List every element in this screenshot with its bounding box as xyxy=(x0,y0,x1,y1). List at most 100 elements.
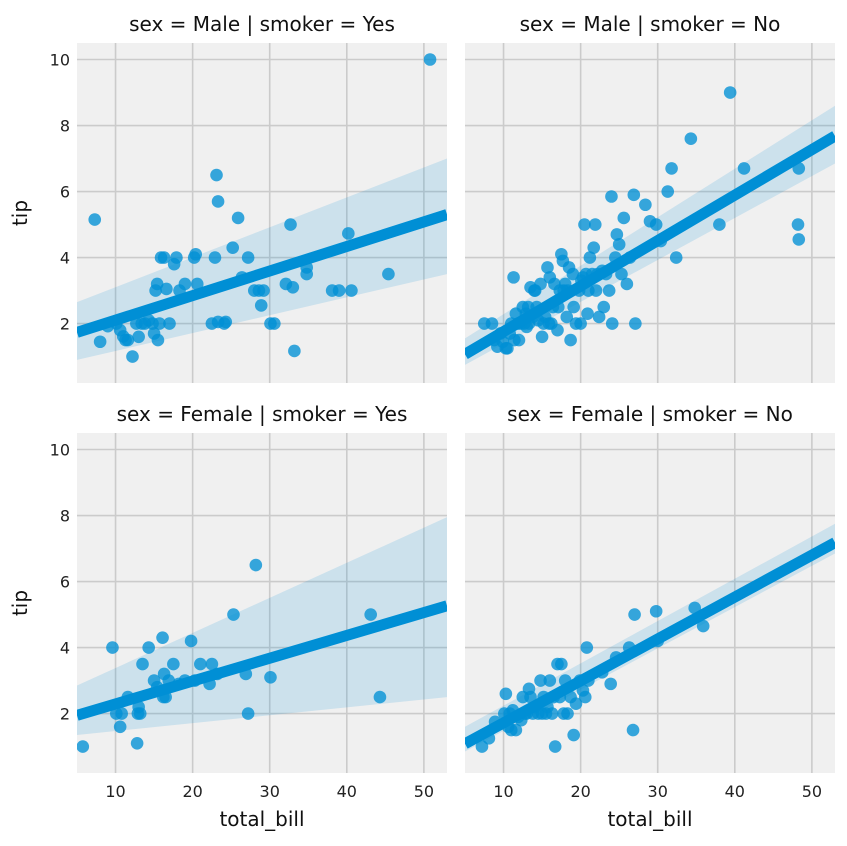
x-tick-label: 50 xyxy=(802,782,822,801)
data-point xyxy=(241,707,255,720)
data-point xyxy=(184,634,198,648)
data-point xyxy=(93,335,107,349)
confidence-band xyxy=(77,158,447,360)
data-point xyxy=(578,218,591,231)
data-point xyxy=(121,333,135,347)
data-point xyxy=(684,132,698,146)
data-point xyxy=(364,608,377,621)
data-point xyxy=(249,558,263,572)
data-point xyxy=(567,300,580,314)
y-tick-label: 6 xyxy=(60,573,70,592)
x-tick-label: 10 xyxy=(105,782,125,801)
data-point xyxy=(583,251,597,264)
data-point xyxy=(597,300,611,314)
data-point xyxy=(509,723,523,737)
data-point xyxy=(151,333,165,347)
data-point xyxy=(132,330,145,344)
data-point xyxy=(592,310,606,324)
facet-title: sex = Female | smoker = No xyxy=(507,402,793,426)
x-tick-label: 30 xyxy=(260,782,280,801)
data-point xyxy=(543,674,557,687)
y-tick-label: 4 xyxy=(60,249,70,268)
data-point xyxy=(382,267,395,281)
data-point xyxy=(115,707,129,720)
data-point xyxy=(534,674,547,687)
data-point xyxy=(133,707,147,720)
facet-panel-3: sex = Female | smoker = No 10 20 30 40 50 tota… xyxy=(465,402,835,831)
data-point xyxy=(178,277,192,291)
data-point xyxy=(268,317,281,330)
data-point xyxy=(189,247,203,261)
data-point xyxy=(167,657,180,671)
data-point xyxy=(548,740,562,753)
data-point xyxy=(661,185,675,198)
y-tick-label: 2 xyxy=(60,705,70,724)
facet-panel-2: sex = Female | smoker = Yes 2 4 6 8 10 10 20 30 4… xyxy=(8,402,447,831)
data-point xyxy=(512,333,526,347)
data-point xyxy=(257,284,270,297)
data-point xyxy=(77,740,90,753)
data-point xyxy=(286,280,300,294)
x-tick-label: 50 xyxy=(414,782,434,801)
regression-line xyxy=(465,537,835,749)
data-point xyxy=(580,641,594,654)
data-point xyxy=(211,195,225,208)
data-point xyxy=(617,211,631,225)
data-point xyxy=(587,241,601,254)
data-point xyxy=(219,315,233,329)
plot-area xyxy=(465,86,835,365)
data-point xyxy=(665,162,678,175)
facet-panel-1: sex = Male | smoker = No xyxy=(465,12,835,383)
x-axis-label: total_bill xyxy=(607,807,692,831)
data-point xyxy=(126,350,139,363)
data-point xyxy=(170,251,183,264)
x-tick-label: 40 xyxy=(337,782,357,801)
data-point xyxy=(589,284,603,297)
data-point xyxy=(723,86,737,99)
regression-line xyxy=(77,600,447,721)
data-point xyxy=(264,670,277,684)
data-point xyxy=(791,218,805,231)
data-point xyxy=(574,317,587,330)
y-axis-label: tip xyxy=(8,200,32,226)
data-point xyxy=(208,251,222,264)
plot-area xyxy=(465,523,835,753)
data-point xyxy=(113,720,127,734)
data-point xyxy=(284,218,297,231)
data-point xyxy=(423,53,437,66)
data-point xyxy=(626,723,640,737)
x-tick-label: 30 xyxy=(648,782,668,801)
x-tick-label: 20 xyxy=(570,782,590,801)
data-point xyxy=(156,631,169,644)
data-point xyxy=(535,330,549,344)
data-point xyxy=(475,740,489,753)
data-point xyxy=(564,333,577,347)
data-point xyxy=(157,251,171,264)
data-point xyxy=(566,267,580,281)
data-point xyxy=(254,299,268,312)
data-point xyxy=(581,307,594,320)
data-point xyxy=(345,284,358,297)
facet-panel-0: sex = Male | smoker = Yes 2 4 6 8 10 tip xyxy=(8,12,447,383)
data-point xyxy=(153,317,166,330)
y-tick-label: 10 xyxy=(50,51,70,70)
y-tick-label: 8 xyxy=(60,507,70,526)
data-point xyxy=(163,317,176,330)
facet-title: sex = Male | smoker = No xyxy=(520,12,781,36)
data-point xyxy=(649,218,663,231)
facet-title: sex = Male | smoker = Yes xyxy=(129,12,395,36)
data-point xyxy=(639,198,652,212)
data-point xyxy=(373,690,387,704)
data-point xyxy=(588,218,602,231)
data-point xyxy=(627,188,641,202)
x-tick-label: 20 xyxy=(182,782,202,801)
regression-line xyxy=(77,209,447,338)
data-point xyxy=(231,211,245,225)
data-point xyxy=(604,677,617,691)
data-point xyxy=(628,608,641,621)
data-point xyxy=(288,344,301,358)
data-point xyxy=(578,690,592,704)
data-point xyxy=(561,707,574,720)
plot-area xyxy=(77,53,447,363)
